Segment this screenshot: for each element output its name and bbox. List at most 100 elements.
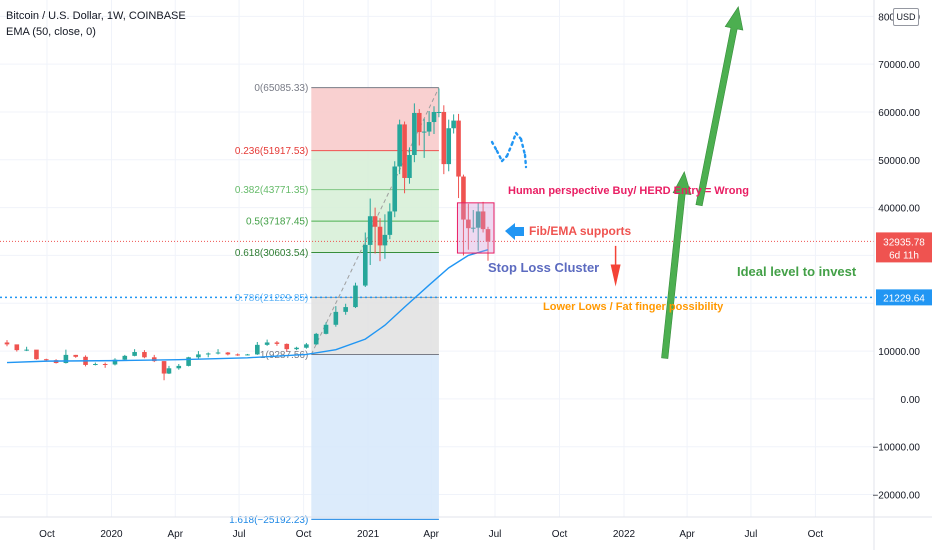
- candle-body: [102, 363, 108, 365]
- candle: [451, 114, 456, 134]
- time-tick-label: 2020: [100, 529, 123, 540]
- candle: [377, 218, 383, 262]
- projection-segment: [505, 142, 514, 158]
- candle: [255, 341, 260, 355]
- candle-body: [122, 355, 128, 360]
- candle-body: [284, 343, 290, 350]
- candle: [456, 113, 461, 199]
- candle: [14, 344, 20, 352]
- candle: [426, 111, 432, 136]
- candle-body: [397, 124, 402, 167]
- candle-body: [132, 352, 137, 356]
- fib-level-label: 0.786(21229.85): [235, 293, 308, 304]
- candle-body: [387, 211, 393, 235]
- candle-body: [367, 216, 373, 245]
- candle-body: [343, 307, 348, 312]
- down-arrow-head: [610, 264, 621, 287]
- support-pointer-arrow: [505, 223, 524, 240]
- candle-body: [255, 344, 260, 355]
- candle-body: [73, 354, 79, 357]
- candle-body: [426, 122, 432, 132]
- candle: [161, 361, 167, 381]
- candle-body: [382, 234, 388, 246]
- candle-body: [456, 120, 461, 177]
- candle: [264, 339, 270, 346]
- candle-body: [416, 112, 422, 133]
- price-tick-label: 10000.00: [878, 347, 920, 358]
- candle: [362, 232, 368, 287]
- time-tick-label: Jul: [745, 529, 758, 540]
- candle: [205, 352, 211, 358]
- candle: [402, 121, 407, 194]
- price-tick-label: 60000.00: [878, 108, 920, 119]
- price-tick-label: −10000.00: [872, 443, 920, 454]
- annotation-fib-ema: Fib/EMA supports: [529, 224, 632, 238]
- price-tick-label: −20000.00: [872, 491, 920, 502]
- candle-body: [353, 285, 358, 308]
- candle: [142, 350, 147, 359]
- candle: [461, 174, 466, 256]
- candle: [367, 198, 373, 265]
- fib-zone: [311, 150, 439, 190]
- symbol-title: Bitcoin / U.S. Dollar, 1W, COINBASE: [6, 10, 186, 22]
- candle: [166, 365, 172, 375]
- time-tick-label: Oct: [808, 529, 824, 540]
- time-tick-label: Oct: [552, 529, 568, 540]
- candle-body: [24, 349, 29, 351]
- candle-body: [441, 111, 447, 165]
- candle-body: [485, 229, 491, 242]
- candle: [416, 109, 422, 146]
- candle-body: [63, 354, 69, 364]
- candle: [245, 353, 250, 356]
- candle: [186, 356, 191, 367]
- candle-body: [14, 344, 20, 351]
- fib-zone: [311, 252, 439, 298]
- candle: [132, 349, 137, 357]
- up-arrow: [661, 171, 692, 359]
- fib-retracement: 0(65085.33) 0.236(51917.53) 0.382(43771.35…: [229, 83, 440, 526]
- candle: [235, 353, 240, 356]
- candle: [102, 362, 108, 368]
- candle-body: [372, 216, 378, 227]
- candle: [274, 341, 280, 346]
- fib-level-label: 0.618(30603.54): [235, 248, 308, 259]
- projection-segment: [514, 131, 523, 141]
- candle-body: [176, 365, 182, 369]
- time-tick-label: Apr: [167, 529, 183, 540]
- fib-level-label: 0.382(43771.35): [235, 185, 308, 196]
- price-axis: 80000.0070000.0060000.0050000.0040000.00…: [872, 12, 932, 502]
- time-tick-label: 2021: [357, 529, 380, 540]
- candle-body: [161, 361, 167, 374]
- ema-indicator-label[interactable]: EMA (50, close, 0): [6, 26, 96, 38]
- candle-body: [333, 311, 339, 325]
- projection-segment: [510, 131, 518, 146]
- candle-body: [215, 352, 221, 354]
- candle-body: [407, 155, 412, 178]
- bar-countdown-label: 6d 11h: [889, 250, 919, 261]
- candles: [4, 88, 491, 381]
- candle: [407, 147, 412, 184]
- candle-body: [43, 359, 49, 361]
- candle: [122, 354, 128, 361]
- level-price-label: 21229.64: [883, 293, 925, 304]
- fib-level-label: 0.5(37187.45): [246, 217, 308, 228]
- candle-body: [436, 111, 442, 113]
- candle: [446, 119, 452, 172]
- candle: [480, 201, 486, 233]
- projection-segment: [490, 140, 499, 153]
- candle: [436, 88, 442, 118]
- annotation-ideal-level: Ideal level to invest: [737, 264, 857, 279]
- candle: [470, 210, 476, 233]
- candle-body: [225, 352, 231, 355]
- candle-body: [451, 120, 456, 129]
- candle-body: [196, 354, 201, 358]
- candle: [421, 118, 427, 158]
- price-tick-label: 70000.00: [878, 60, 920, 71]
- candle-body: [4, 342, 10, 345]
- currency-button[interactable]: USD: [893, 8, 919, 26]
- candle: [151, 354, 157, 363]
- last-price-badge: [876, 232, 932, 263]
- candle: [313, 332, 319, 345]
- candle-body: [402, 124, 407, 178]
